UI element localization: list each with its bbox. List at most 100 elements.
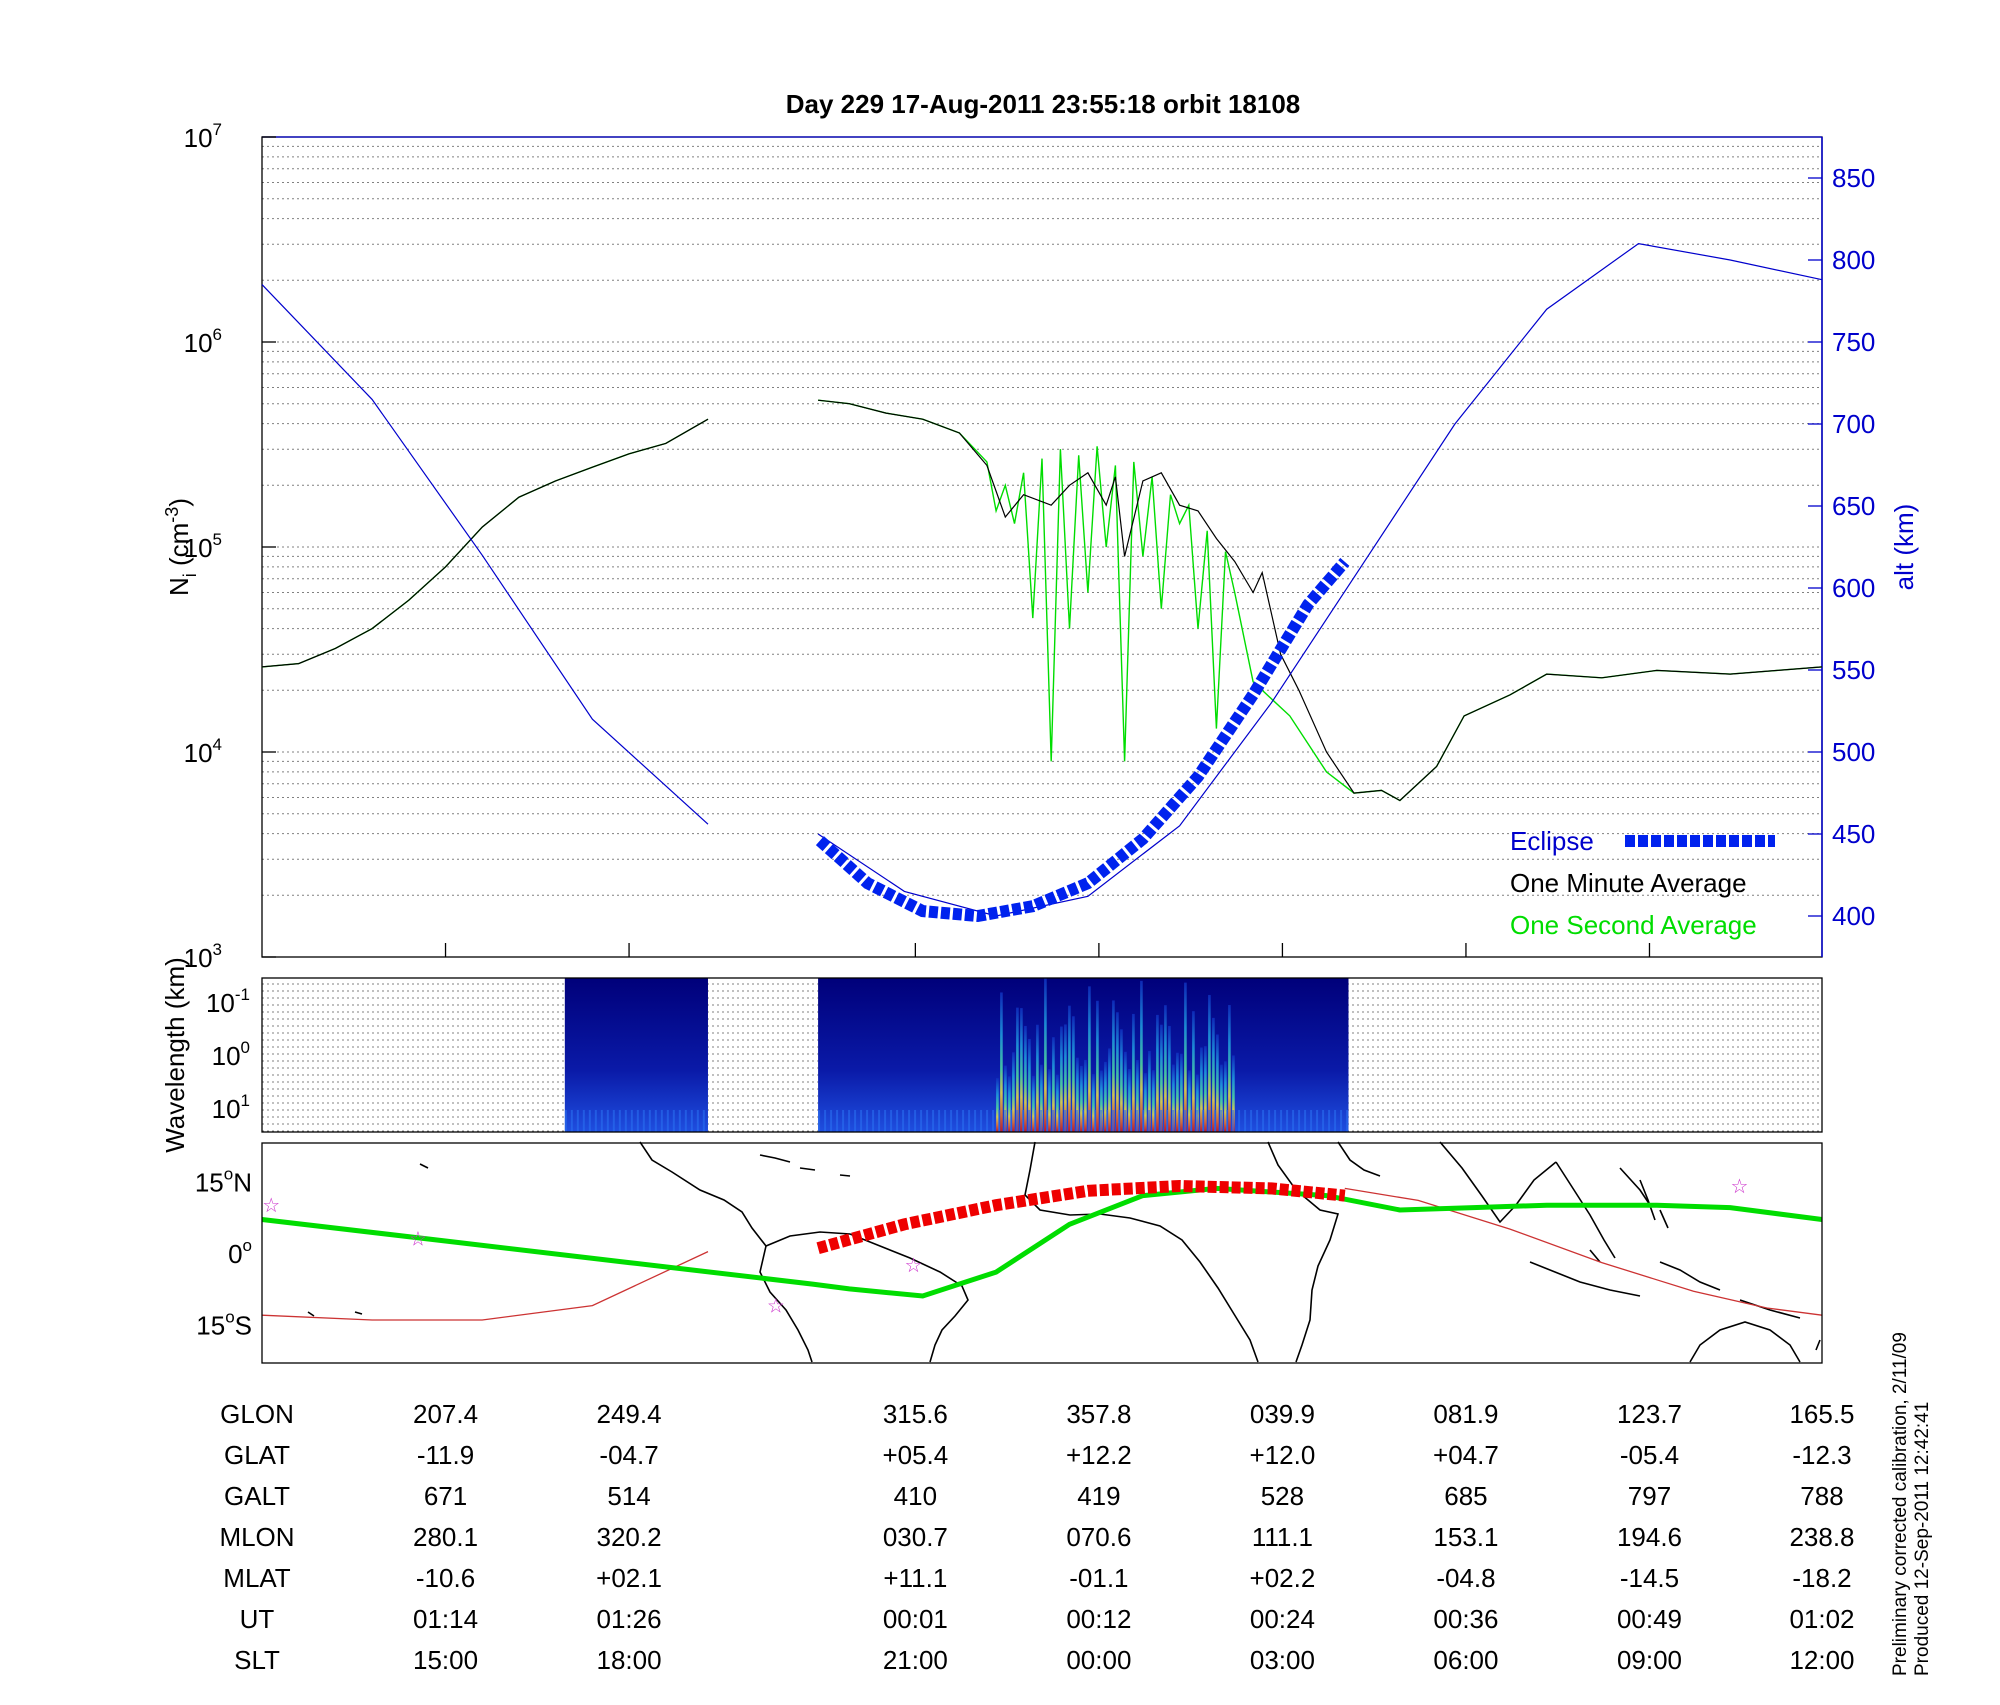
tick-exponent: 3	[213, 940, 222, 959]
table-cell: 315.6	[883, 1399, 948, 1429]
spectrogram-noise	[1070, 1110, 1073, 1132]
table-cell: 153.1	[1433, 1522, 1498, 1552]
density-y-tick-label: 106	[184, 325, 222, 358]
ylabel-unit: (cm	[164, 523, 194, 574]
spectrogram-noise	[1268, 1110, 1271, 1132]
table-cell: 357.8	[1066, 1399, 1131, 1429]
table-row-label: MLAT	[223, 1563, 291, 1593]
spectrogram-stripe	[996, 1078, 999, 1132]
table-cell: 165.5	[1789, 1399, 1854, 1429]
density-y-tick-label: 103	[184, 940, 222, 973]
table-cell: 01:26	[597, 1604, 662, 1634]
spectrogram-noise	[1316, 1110, 1319, 1132]
coastline-south-america	[765, 1231, 969, 1363]
map-frame	[261, 1142, 1823, 1364]
thin-track-right	[1344, 1187, 1823, 1316]
spectrogram-stripe	[1204, 1046, 1207, 1132]
one-minute-average-line	[818, 399, 1823, 802]
spectrogram-noise	[1088, 1110, 1091, 1132]
coastline-australia	[1689, 1321, 1801, 1363]
alt-axis-label: alt (km)	[1889, 504, 1919, 591]
one-minute-average-line	[261, 418, 709, 668]
spectrogram-blocks	[564, 978, 1349, 1132]
spectrogram-stripe	[1152, 1070, 1155, 1132]
table-cell: 18:00	[597, 1645, 662, 1675]
spectrogram-noise	[1094, 1110, 1097, 1132]
wavelength-tick-label: 100	[212, 1038, 250, 1071]
table-cell: 419	[1077, 1481, 1120, 1511]
lat-degrees: 15	[196, 1311, 225, 1341]
density-y-tick-label: 104	[184, 735, 222, 768]
spectrogram-noise	[582, 1110, 585, 1132]
tick-exponent: 4	[213, 735, 222, 754]
spectrogram-noise	[702, 1110, 705, 1132]
spectrogram-noise	[672, 1110, 675, 1132]
spectrogram-stripe	[1172, 1064, 1175, 1132]
degree-symbol: o	[243, 1236, 252, 1255]
spectrogram-noise	[1154, 1110, 1157, 1132]
spectrogram-stripe	[1220, 1064, 1223, 1132]
table-cell: -05.4	[1620, 1440, 1679, 1470]
spectrogram-noise	[998, 1110, 1001, 1132]
spectrogram-noise	[908, 1110, 911, 1132]
spectrogram-noise	[1220, 1110, 1223, 1132]
table-cell: 09:00	[1617, 1645, 1682, 1675]
spectrogram-noise	[1238, 1110, 1241, 1132]
alt-tick-label: 400	[1832, 901, 1875, 931]
spectrogram-noise	[1064, 1110, 1067, 1132]
coastline-south-america-west	[759, 1245, 813, 1363]
spectrogram-stripe	[1036, 1024, 1039, 1132]
spectrogram-noise	[1118, 1110, 1121, 1132]
spectrogram-noise	[824, 1110, 827, 1132]
coastline-africa-east	[1267, 1141, 1340, 1363]
coastline-indonesia	[1529, 1249, 1801, 1319]
coastlines	[307, 1141, 1821, 1363]
table-cell: 00:00	[1066, 1645, 1131, 1675]
altitude-line	[261, 284, 709, 825]
spectrogram-stripe	[1100, 1070, 1103, 1132]
spectrogram-noise	[576, 1110, 579, 1132]
spectrogram-noise	[564, 1110, 567, 1132]
spectrogram-stripe	[1112, 1000, 1115, 1132]
spectrogram-noise	[878, 1110, 881, 1132]
table-cell: +12.0	[1250, 1440, 1316, 1470]
spectrogram-noise	[1010, 1110, 1013, 1132]
spectrogram-noise	[980, 1110, 983, 1132]
tick-base: 10	[212, 1094, 241, 1124]
spectrogram-noise	[992, 1110, 995, 1132]
table-cell: -10.6	[416, 1563, 475, 1593]
spectrogram-stripe	[1016, 1007, 1019, 1132]
coastline-philippines	[1639, 1179, 1669, 1229]
spectrogram-noise	[618, 1110, 621, 1132]
spectrogram-stripe	[1176, 1052, 1179, 1132]
wavelength-tick-label: 101	[212, 1091, 250, 1124]
latitude-tick-label: 0o	[228, 1236, 252, 1269]
spectrogram-noise	[1124, 1110, 1127, 1132]
tick-exponent: 0	[241, 1038, 250, 1057]
spectrogram-stripe	[1024, 1025, 1027, 1132]
spectrogram-noise	[1250, 1110, 1253, 1132]
spectrogram-stripe	[1128, 1068, 1131, 1132]
table-cell: 249.4	[597, 1399, 662, 1429]
table-cell: 15:00	[413, 1645, 478, 1675]
tick-base: 10	[184, 738, 213, 768]
table-cell: 194.6	[1617, 1522, 1682, 1552]
spectrogram-noise	[836, 1110, 839, 1132]
spectrogram-noise	[1148, 1110, 1151, 1132]
spectrogram-noise	[890, 1110, 893, 1132]
spectrogram-frame	[261, 977, 1823, 1133]
spectrogram-stripe	[1108, 1048, 1111, 1132]
spectrogram-stripe	[1080, 1065, 1083, 1132]
table-cell: +12.2	[1066, 1440, 1132, 1470]
spectrogram-noise	[944, 1110, 947, 1132]
spectrogram-stripe	[1140, 980, 1143, 1132]
orbit-parameter-table: GLON GLAT GALT MLON MLAT UT SLT 207.4 -11.9 671 28…	[219, 1399, 1854, 1675]
tick-exponent: 5	[213, 530, 222, 549]
spectrogram-noise	[1130, 1110, 1133, 1132]
spectrogram-noise	[684, 1110, 687, 1132]
spectrogram-noise	[1172, 1110, 1175, 1132]
table-cell: 01:14	[413, 1604, 478, 1634]
table-cell: +05.4	[882, 1440, 948, 1470]
density-y-tick-label: 107	[184, 120, 222, 153]
